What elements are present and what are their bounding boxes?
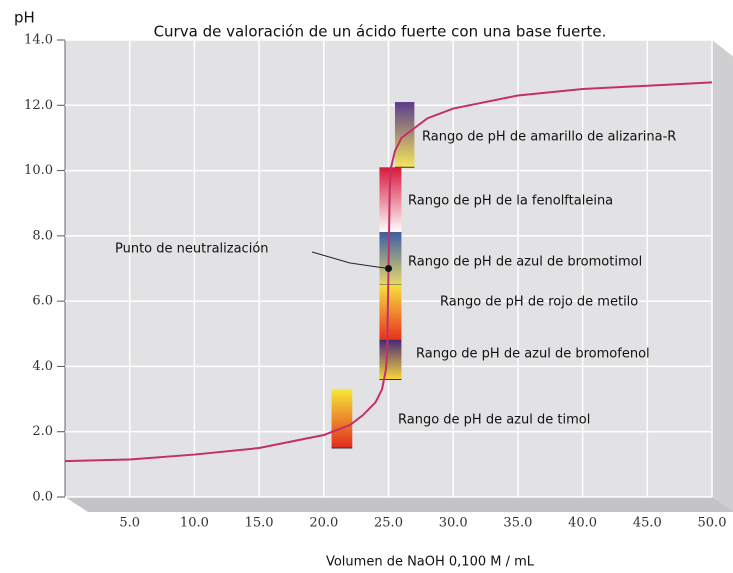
y-tick-label: 14.0 xyxy=(24,33,53,48)
y-tick-label: 10.0 xyxy=(24,163,53,178)
indicator-label: Rango de pH de la fenolftaleina xyxy=(408,194,613,209)
x-tick-label: 40.0 xyxy=(568,516,597,531)
x-tick-label: 45.0 xyxy=(633,516,662,531)
y-tick-label: 12.0 xyxy=(24,98,53,113)
y-axis-label: pH xyxy=(14,9,35,27)
indicator-label: Rango de pH de azul de bromofenol xyxy=(416,347,650,362)
panel-base xyxy=(65,497,733,512)
panel-side xyxy=(712,40,733,512)
y-tick-label: 4.0 xyxy=(32,359,53,374)
x-axis-label: Volumen de NaOH 0,100 M / mL xyxy=(326,555,535,570)
annotation-label: Punto de neutralización xyxy=(115,242,269,257)
x-tick-label: 20.0 xyxy=(309,516,338,531)
x-tick-label: 50.0 xyxy=(698,516,727,531)
y-tick-label: 2.0 xyxy=(32,424,53,439)
indicator-range xyxy=(379,233,401,285)
indicator-label: Rango de pH de azul de bromotimol xyxy=(408,255,642,270)
x-tick-label: 25.0 xyxy=(374,516,403,531)
x-tick-label: 30.0 xyxy=(439,516,468,531)
y-tick-label: 6.0 xyxy=(32,294,53,309)
x-tick-label: 10.0 xyxy=(180,516,209,531)
chart-title: Curva de valoración de un ácido fuerte c… xyxy=(154,23,607,41)
neutralization-point xyxy=(385,265,392,272)
x-tick-label: 35.0 xyxy=(503,516,532,531)
y-tick-label: 8.0 xyxy=(32,228,53,243)
chart: Curva de valoración de un ácido fuerte c… xyxy=(0,0,733,573)
indicator-label: Rango de pH de amarillo de alizarina-R xyxy=(422,130,676,145)
y-tick-label: 0.0 xyxy=(32,490,53,505)
indicator-label: Rango de pH de azul de timol xyxy=(398,413,590,428)
indicator-range xyxy=(379,285,401,340)
indicator-range xyxy=(379,340,401,379)
indicator-label: Rango de pH de rojo de metilo xyxy=(440,295,638,310)
x-tick-label: 5.0 xyxy=(119,516,140,531)
x-tick-label: 15.0 xyxy=(245,516,274,531)
indicator-range xyxy=(332,389,353,448)
